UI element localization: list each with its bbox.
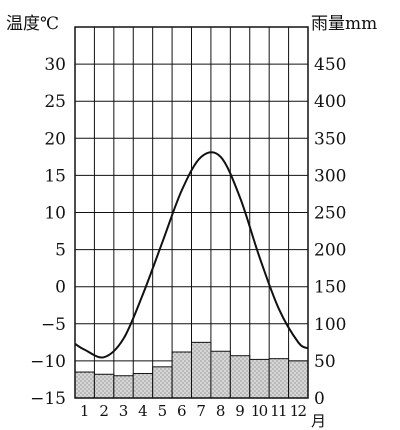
month-label: 5 [158, 402, 168, 420]
month-label: 2 [99, 402, 109, 420]
x-axis-unit: 月 [311, 412, 326, 430]
left-axis-ticks: 30 25 20 15 10 5 0 −5 −10 −15 [30, 55, 66, 409]
left-axis-title: 温度℃ [6, 14, 59, 34]
precipitation-bar [74, 371, 95, 399]
left-tick-label: −5 [41, 315, 66, 335]
precipitation-bar [113, 375, 134, 399]
month-label: 1 [80, 402, 90, 420]
precipitation-bar [191, 341, 212, 399]
month-label: 10 [251, 402, 268, 420]
right-tick-label: 200 [314, 241, 346, 261]
right-tick-label: 0 [314, 389, 325, 409]
left-tick-label: 5 [55, 241, 66, 261]
precipitation-bar [93, 373, 115, 399]
left-tick-label: 15 [44, 166, 66, 186]
right-axis-title: 雨量mm [311, 14, 377, 34]
month-label: 11 [270, 402, 287, 420]
x-axis-ticks: 1 2 3 4 5 6 7 8 9 10 11 12 [80, 402, 307, 420]
precipitation-bar [268, 358, 290, 399]
left-tick-label: 10 [44, 204, 66, 224]
left-tick-label: −10 [30, 352, 66, 372]
precipitation-bar [249, 358, 270, 399]
temperature-line [74, 151, 309, 359]
left-tick-label: 0 [55, 278, 66, 298]
right-tick-label: 350 [314, 129, 346, 149]
precipitation-bar [152, 366, 173, 399]
right-axis-ticks: 450 400 350 300 250 200 150 100 50 0 [314, 55, 346, 409]
right-tick-label: 400 [314, 92, 346, 112]
left-tick-label: 25 [44, 92, 66, 112]
month-label: 4 [138, 402, 148, 420]
month-label: 8 [216, 402, 226, 420]
precipitation-bar [210, 350, 231, 399]
month-label: 6 [177, 402, 187, 420]
right-tick-label: 150 [314, 278, 346, 298]
right-tick-label: 250 [314, 204, 346, 224]
right-tick-label: 100 [314, 315, 346, 335]
month-label: 7 [196, 402, 206, 420]
precipitation-bar [229, 355, 251, 399]
left-tick-label: 20 [44, 129, 66, 149]
right-tick-label: 300 [314, 166, 346, 186]
precipitation-bar [288, 360, 309, 399]
plot-border [74, 26, 309, 399]
month-label: 12 [290, 402, 307, 420]
month-label: 9 [235, 402, 245, 420]
precipitation-bar [171, 351, 192, 399]
plot-frame [74, 26, 309, 399]
left-tick-label: −15 [30, 389, 66, 409]
precipitation-bars [74, 341, 309, 399]
right-tick-label: 450 [314, 55, 346, 75]
precipitation-bar [132, 373, 154, 399]
left-tick-label: 30 [44, 55, 66, 75]
month-label: 3 [119, 402, 129, 420]
right-tick-label: 50 [314, 352, 336, 372]
